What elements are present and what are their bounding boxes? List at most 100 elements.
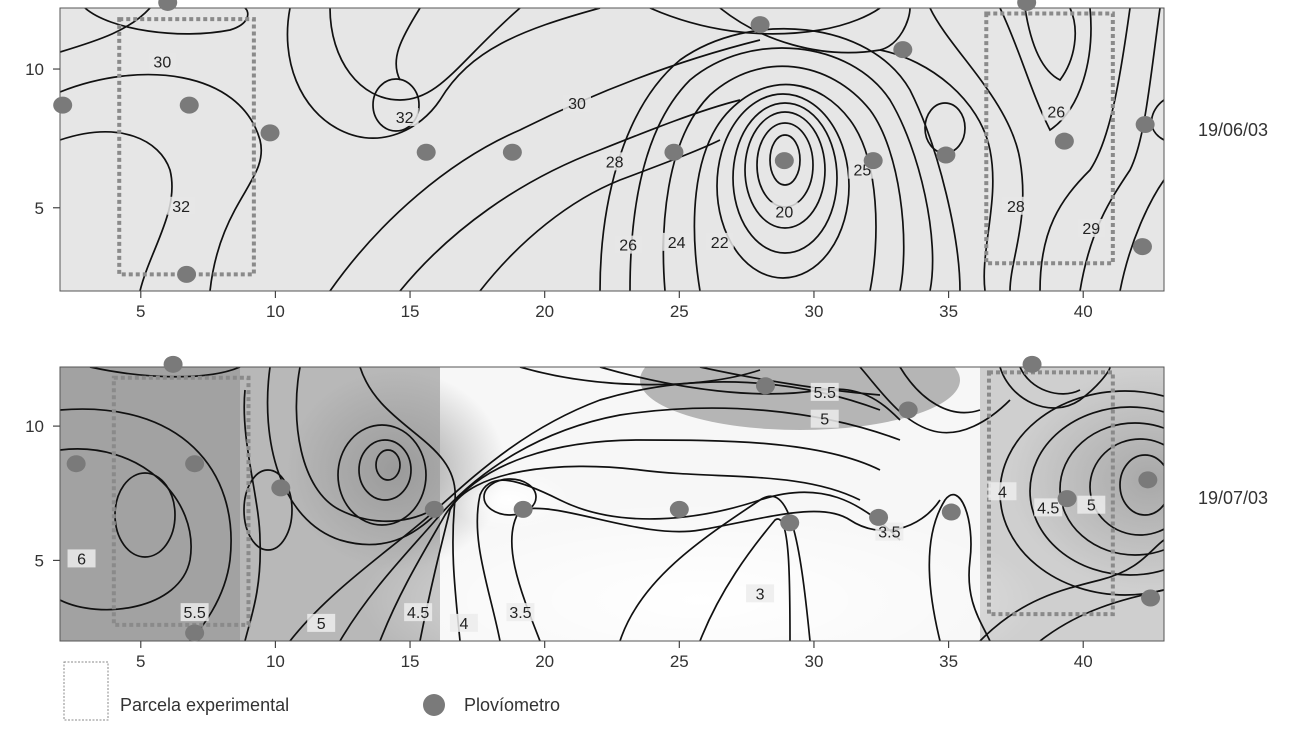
contour-label-top-3: 28 [606, 154, 624, 171]
rain-gauge-bottom-16 [1141, 589, 1161, 607]
rain-gauge-top-4 [177, 265, 197, 283]
rain-gauge-top-0 [158, 0, 178, 11]
rain-gauge-top-9 [774, 152, 794, 170]
contour-label-bg [746, 584, 775, 603]
contour-label-bottom-2: 5 [317, 616, 326, 633]
rain-gauge-top-2 [179, 96, 199, 114]
x-tick-label-bottom-2: 15 [401, 652, 420, 671]
rain-gauge-bottom-9 [780, 514, 800, 532]
contour-label-top-10: 28 [1007, 199, 1025, 216]
legend-gauge-label: Plovíometro [464, 695, 560, 715]
rain-gauge-bottom-4 [185, 624, 205, 642]
panel-top-background [60, 8, 1164, 291]
rain-gauge-bottom-6 [513, 500, 533, 518]
rain-gauge-top-13 [1017, 0, 1037, 11]
x-tick-label-bottom-3: 20 [535, 652, 554, 671]
rain-gauge-bottom-10 [869, 508, 889, 526]
rain-gauge-bottom-15 [1138, 471, 1158, 489]
contour-label-top-9: 32 [172, 199, 190, 216]
y-tick-label-bottom-1: 10 [25, 417, 44, 436]
rain-gauge-bottom-13 [1022, 355, 1042, 373]
contour-label-top-0: 30 [153, 54, 171, 71]
legend-plot-label: Parcela experimental [120, 695, 289, 715]
x-tick-label-bottom-7: 40 [1074, 652, 1093, 671]
rain-gauge-top-16 [1132, 238, 1152, 256]
contour-label-bottom-8: 5.5 [814, 385, 836, 402]
contour-label-bg [449, 613, 478, 632]
contour-label-bg [167, 196, 196, 215]
contour-label-bg [180, 603, 209, 622]
x-tick-label-top-5: 30 [804, 302, 823, 321]
x-tick-label-top-7: 40 [1074, 302, 1093, 321]
contour-label-bg [1077, 495, 1106, 514]
contour-label-bg [875, 522, 904, 541]
x-tick-label-bottom-5: 30 [804, 652, 823, 671]
y-tick-label-bottom-0: 5 [35, 551, 44, 570]
rain-gauge-bottom-14 [1057, 490, 1077, 508]
experimental-plot-top-1 [984, 11, 1115, 266]
contour-label-bg [988, 482, 1017, 501]
contour-label-top-1: 32 [396, 110, 414, 127]
contour-label-bottom-12: 5 [1087, 498, 1096, 515]
rain-gauge-bottom-7 [669, 500, 689, 518]
contour-label-bottom-7: 3.5 [878, 525, 900, 542]
contour-label-top-7: 20 [775, 204, 793, 221]
contour-label-top-12: 29 [1082, 221, 1100, 238]
contour-label-bg [404, 603, 433, 622]
rain-gauge-bottom-2 [185, 455, 205, 473]
contour-label-bottom-6: 3 [756, 586, 765, 603]
contour-label-bottom-0: 6 [77, 551, 86, 568]
contour-label-bottom-5: 3.5 [509, 605, 531, 622]
contour-label-bottom-9: 5 [820, 412, 829, 429]
rain-gauge-top-7 [664, 143, 684, 161]
legend: Parcela experimental Plovíometro [63, 661, 560, 721]
contour-label-bg [1034, 498, 1063, 517]
rain-gauge-bottom-8 [755, 377, 775, 395]
legend-plot-swatch [63, 661, 109, 721]
contour-label-bg [562, 94, 591, 113]
panel-bottom-frame [59, 366, 1165, 642]
rain-gauge-top-6 [502, 143, 522, 161]
contour-label-bottom-11: 4.5 [1037, 500, 1059, 517]
contour-label-top-11: 26 [1047, 104, 1065, 121]
contour-label-bg [770, 202, 799, 221]
contour-label-bg [67, 549, 96, 568]
contour-label-bg [1001, 196, 1030, 215]
contour-label-bg [705, 232, 734, 251]
contour-label-top-4: 26 [619, 238, 637, 255]
rain-gauge-bottom-12 [941, 503, 961, 521]
contour-label-bg [1042, 102, 1071, 121]
contour-label-bg [614, 235, 643, 254]
rain-gauge-top-15 [1135, 116, 1155, 134]
contour-label-top-5: 24 [668, 235, 686, 252]
contour-label-bottom-1: 5.5 [184, 605, 206, 622]
x-tick-label-top-2: 15 [401, 302, 420, 321]
legend-gauge-swatch [423, 694, 445, 716]
y-tick-label-top-1: 10 [25, 60, 44, 79]
contour-label-bottom-4: 4 [459, 616, 468, 633]
x-tick-label-top-3: 20 [535, 302, 554, 321]
date-label-bottom: 19/07/03 [1198, 488, 1268, 508]
date-label-top: 19/06/03 [1198, 120, 1268, 140]
rain-gauge-bottom-1 [66, 455, 86, 473]
x-tick-label-bottom-6: 35 [939, 652, 958, 671]
contour-label-bg [810, 409, 839, 428]
contour-label-bottom-10: 4 [998, 484, 1007, 501]
x-tick-label-bottom-1: 10 [266, 652, 285, 671]
contour-label-bg [600, 152, 629, 171]
contour-label-bg [390, 107, 419, 126]
contour-label-bg [1077, 218, 1106, 237]
contour-label-bg [148, 52, 177, 71]
contour-label-bg [506, 603, 535, 622]
rain-gauge-top-14 [1054, 132, 1074, 150]
rain-gauge-top-1 [53, 96, 73, 114]
rain-gauge-top-5 [416, 143, 436, 161]
experimental-plot-bottom-0 [111, 375, 251, 627]
rain-gauge-top-11 [893, 41, 913, 59]
x-tick-label-bottom-4: 25 [670, 652, 689, 671]
x-tick-label-top-1: 10 [266, 302, 285, 321]
rain-gauge-top-10 [863, 152, 883, 170]
x-tick-label-bottom-0: 5 [136, 652, 145, 671]
